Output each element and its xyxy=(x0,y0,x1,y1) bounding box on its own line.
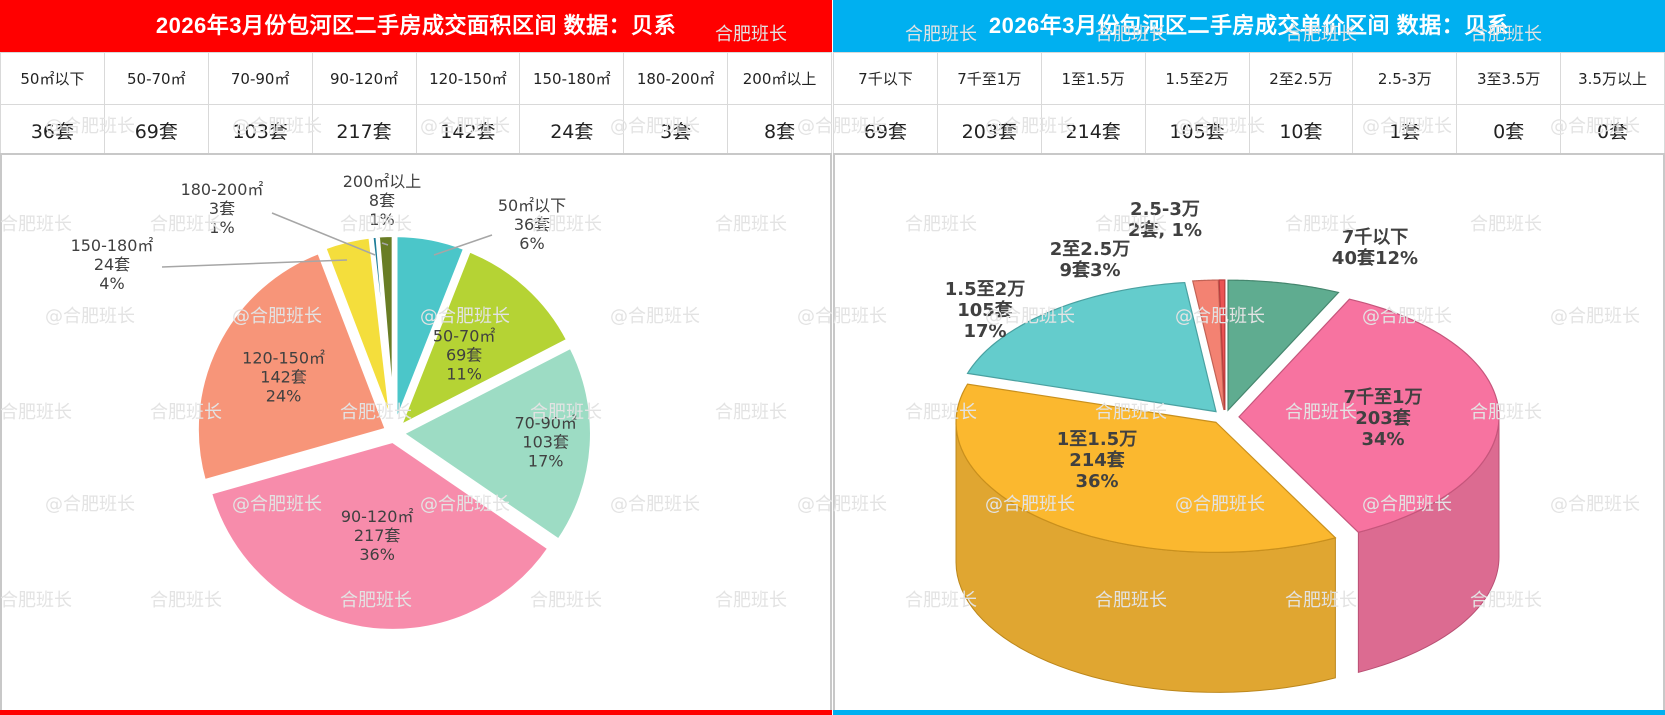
pie-slice-label: 70-90㎡ 103套 17% xyxy=(514,414,577,471)
price-header-cell: 2至2.5万 xyxy=(1248,52,1354,105)
pie-slice-label: 1.5至2万 105套 17% xyxy=(945,279,1025,342)
area-header-cell: 200㎡以上 xyxy=(727,52,832,105)
leader-line xyxy=(381,242,389,246)
area-panel: 2026年3月份包河区二手房成交面积区间 数据：贝系 50㎡以下 50-70㎡ … xyxy=(0,0,832,157)
area-bottom-bar xyxy=(0,710,832,715)
price-header-cell: 7千至1万 xyxy=(936,52,1042,105)
pie-slice xyxy=(1227,279,1340,412)
price-header-row: 7千以下 7千至1万 1至1.5万 1.5至2万 2至2.5万 2.5-3万 3… xyxy=(833,52,1665,105)
price-value-cell: 214套 xyxy=(1040,104,1146,157)
area-header-cell: 120-150㎡ xyxy=(415,52,521,105)
pie-slice xyxy=(375,233,396,426)
price-value-cell: 10套 xyxy=(1248,104,1354,157)
price-value-cell: 0套 xyxy=(1456,104,1562,157)
pie-slice xyxy=(194,249,390,484)
area-title: 2026年3月份包河区二手房成交面积区间 数据：贝系 xyxy=(0,0,832,52)
area-header-cell: 90-120㎡ xyxy=(311,52,417,105)
area-value-cell: 8套 xyxy=(727,104,832,157)
pie-slice xyxy=(207,438,553,633)
price-value-cell: 69套 xyxy=(833,104,938,157)
pie-slice-label: 90-120㎡ 217套 36% xyxy=(341,507,414,564)
pie-callout-label: 200㎡以上 8套 1% xyxy=(343,172,422,229)
area-header-row: 50㎡以下 50-70㎡ 70-90㎡ 90-120㎡ 120-150㎡ 150… xyxy=(0,52,832,105)
area-pie-chart: 50-70㎡ 69套 11% 70-90㎡ 103套 17% 90-120㎡ 217套 36% 1… xyxy=(0,153,832,713)
area-header-cell: 50-70㎡ xyxy=(103,52,209,105)
area-value-cell: 24套 xyxy=(519,104,625,157)
price-header-cell: 1.5至2万 xyxy=(1144,52,1250,105)
area-value-cell: 142套 xyxy=(415,104,521,157)
price-value-row: 69套 203套 214套 105套 10套 1套 0套 0套 xyxy=(833,104,1665,157)
pie-slice-label: 2.5-3万 2套, 1% xyxy=(1128,199,1202,241)
pie-slice-label: 50-70㎡ 69套 11% xyxy=(433,327,496,384)
price-pie-chart: 7千以下 40套12% 7千至1万 203套 34% 1至1.5万 214套 36% 1.5至2… xyxy=(833,153,1665,713)
price-header-cell: 1至1.5万 xyxy=(1040,52,1146,105)
area-stats-table: 50㎡以下 50-70㎡ 70-90㎡ 90-120㎡ 120-150㎡ 150… xyxy=(0,52,832,157)
area-header-cell: 70-90㎡ xyxy=(207,52,313,105)
area-value-cell: 69套 xyxy=(103,104,209,157)
area-pie-svg: 50-70㎡ 69套 11% 70-90㎡ 103套 17% 90-120㎡ 217套 36% 1… xyxy=(71,172,594,633)
pie-slice-label: 120-150㎡ 142套 24% xyxy=(242,349,325,406)
price-header-cell: 3.5万以上 xyxy=(1560,52,1665,105)
area-value-cell: 103套 xyxy=(207,104,313,157)
leader-line xyxy=(161,259,348,268)
price-value-cell: 1套 xyxy=(1352,104,1458,157)
pie-slice-label: 7千以下 40套12% xyxy=(1332,227,1418,269)
area-header-cell: 50㎡以下 xyxy=(0,52,105,105)
area-header-cell: 150-180㎡ xyxy=(519,52,625,105)
pie-callout-label: 150-180㎡ 24套 4% xyxy=(71,236,154,293)
pie-callout-label: 50㎡以下 36套 6% xyxy=(498,196,566,253)
pie-slice-label: 7千至1万 203套 34% xyxy=(1343,387,1422,450)
pie-slice xyxy=(398,343,594,544)
price-value-cell: 203套 xyxy=(936,104,1042,157)
price-header-cell: 3至3.5万 xyxy=(1456,52,1562,105)
area-value-cell: 36套 xyxy=(0,104,105,157)
pie-slice-label: 2至2.5万 9套3% xyxy=(1050,239,1130,281)
pie-slice xyxy=(955,383,1337,553)
price-bottom-bar xyxy=(833,710,1665,715)
pie-slice-label: 1至1.5万 214套 36% xyxy=(1057,429,1137,492)
price-value-cell: 0套 xyxy=(1560,104,1665,157)
area-value-cell: 217套 xyxy=(311,104,417,157)
area-value-row: 36套 69套 103套 217套 142套 24套 3套 8套 xyxy=(0,104,832,157)
price-title: 2026年3月份包河区二手房成交单价区间 数据：贝系 xyxy=(833,0,1665,52)
price-pie-svg: 7千以下 40套12% 7千至1万 203套 34% 1至1.5万 214套 36% 1.5至2… xyxy=(945,199,1500,693)
area-value-cell: 3套 xyxy=(623,104,729,157)
leader-line xyxy=(271,212,376,256)
pie-slice xyxy=(1218,279,1226,411)
price-value-cell: 105套 xyxy=(1144,104,1250,157)
price-stats-table: 7千以下 7千至1万 1至1.5万 1.5至2万 2至2.5万 2.5-3万 3… xyxy=(833,52,1665,157)
pie-slice xyxy=(1238,298,1500,534)
pie-slice xyxy=(1191,279,1225,411)
price-panel: 2026年3月份包河区二手房成交单价区间 数据：贝系 7千以下 7千至1万 1至… xyxy=(833,0,1665,157)
leader-line xyxy=(433,234,493,256)
price-header-cell: 7千以下 xyxy=(833,52,938,105)
pie-slice xyxy=(395,247,572,432)
price-header-cell: 2.5-3万 xyxy=(1352,52,1458,105)
pie-callout-label: 180-200㎡ 3套 1% xyxy=(181,180,264,237)
area-header-cell: 180-200㎡ xyxy=(623,52,729,105)
pie-slice xyxy=(966,281,1217,413)
